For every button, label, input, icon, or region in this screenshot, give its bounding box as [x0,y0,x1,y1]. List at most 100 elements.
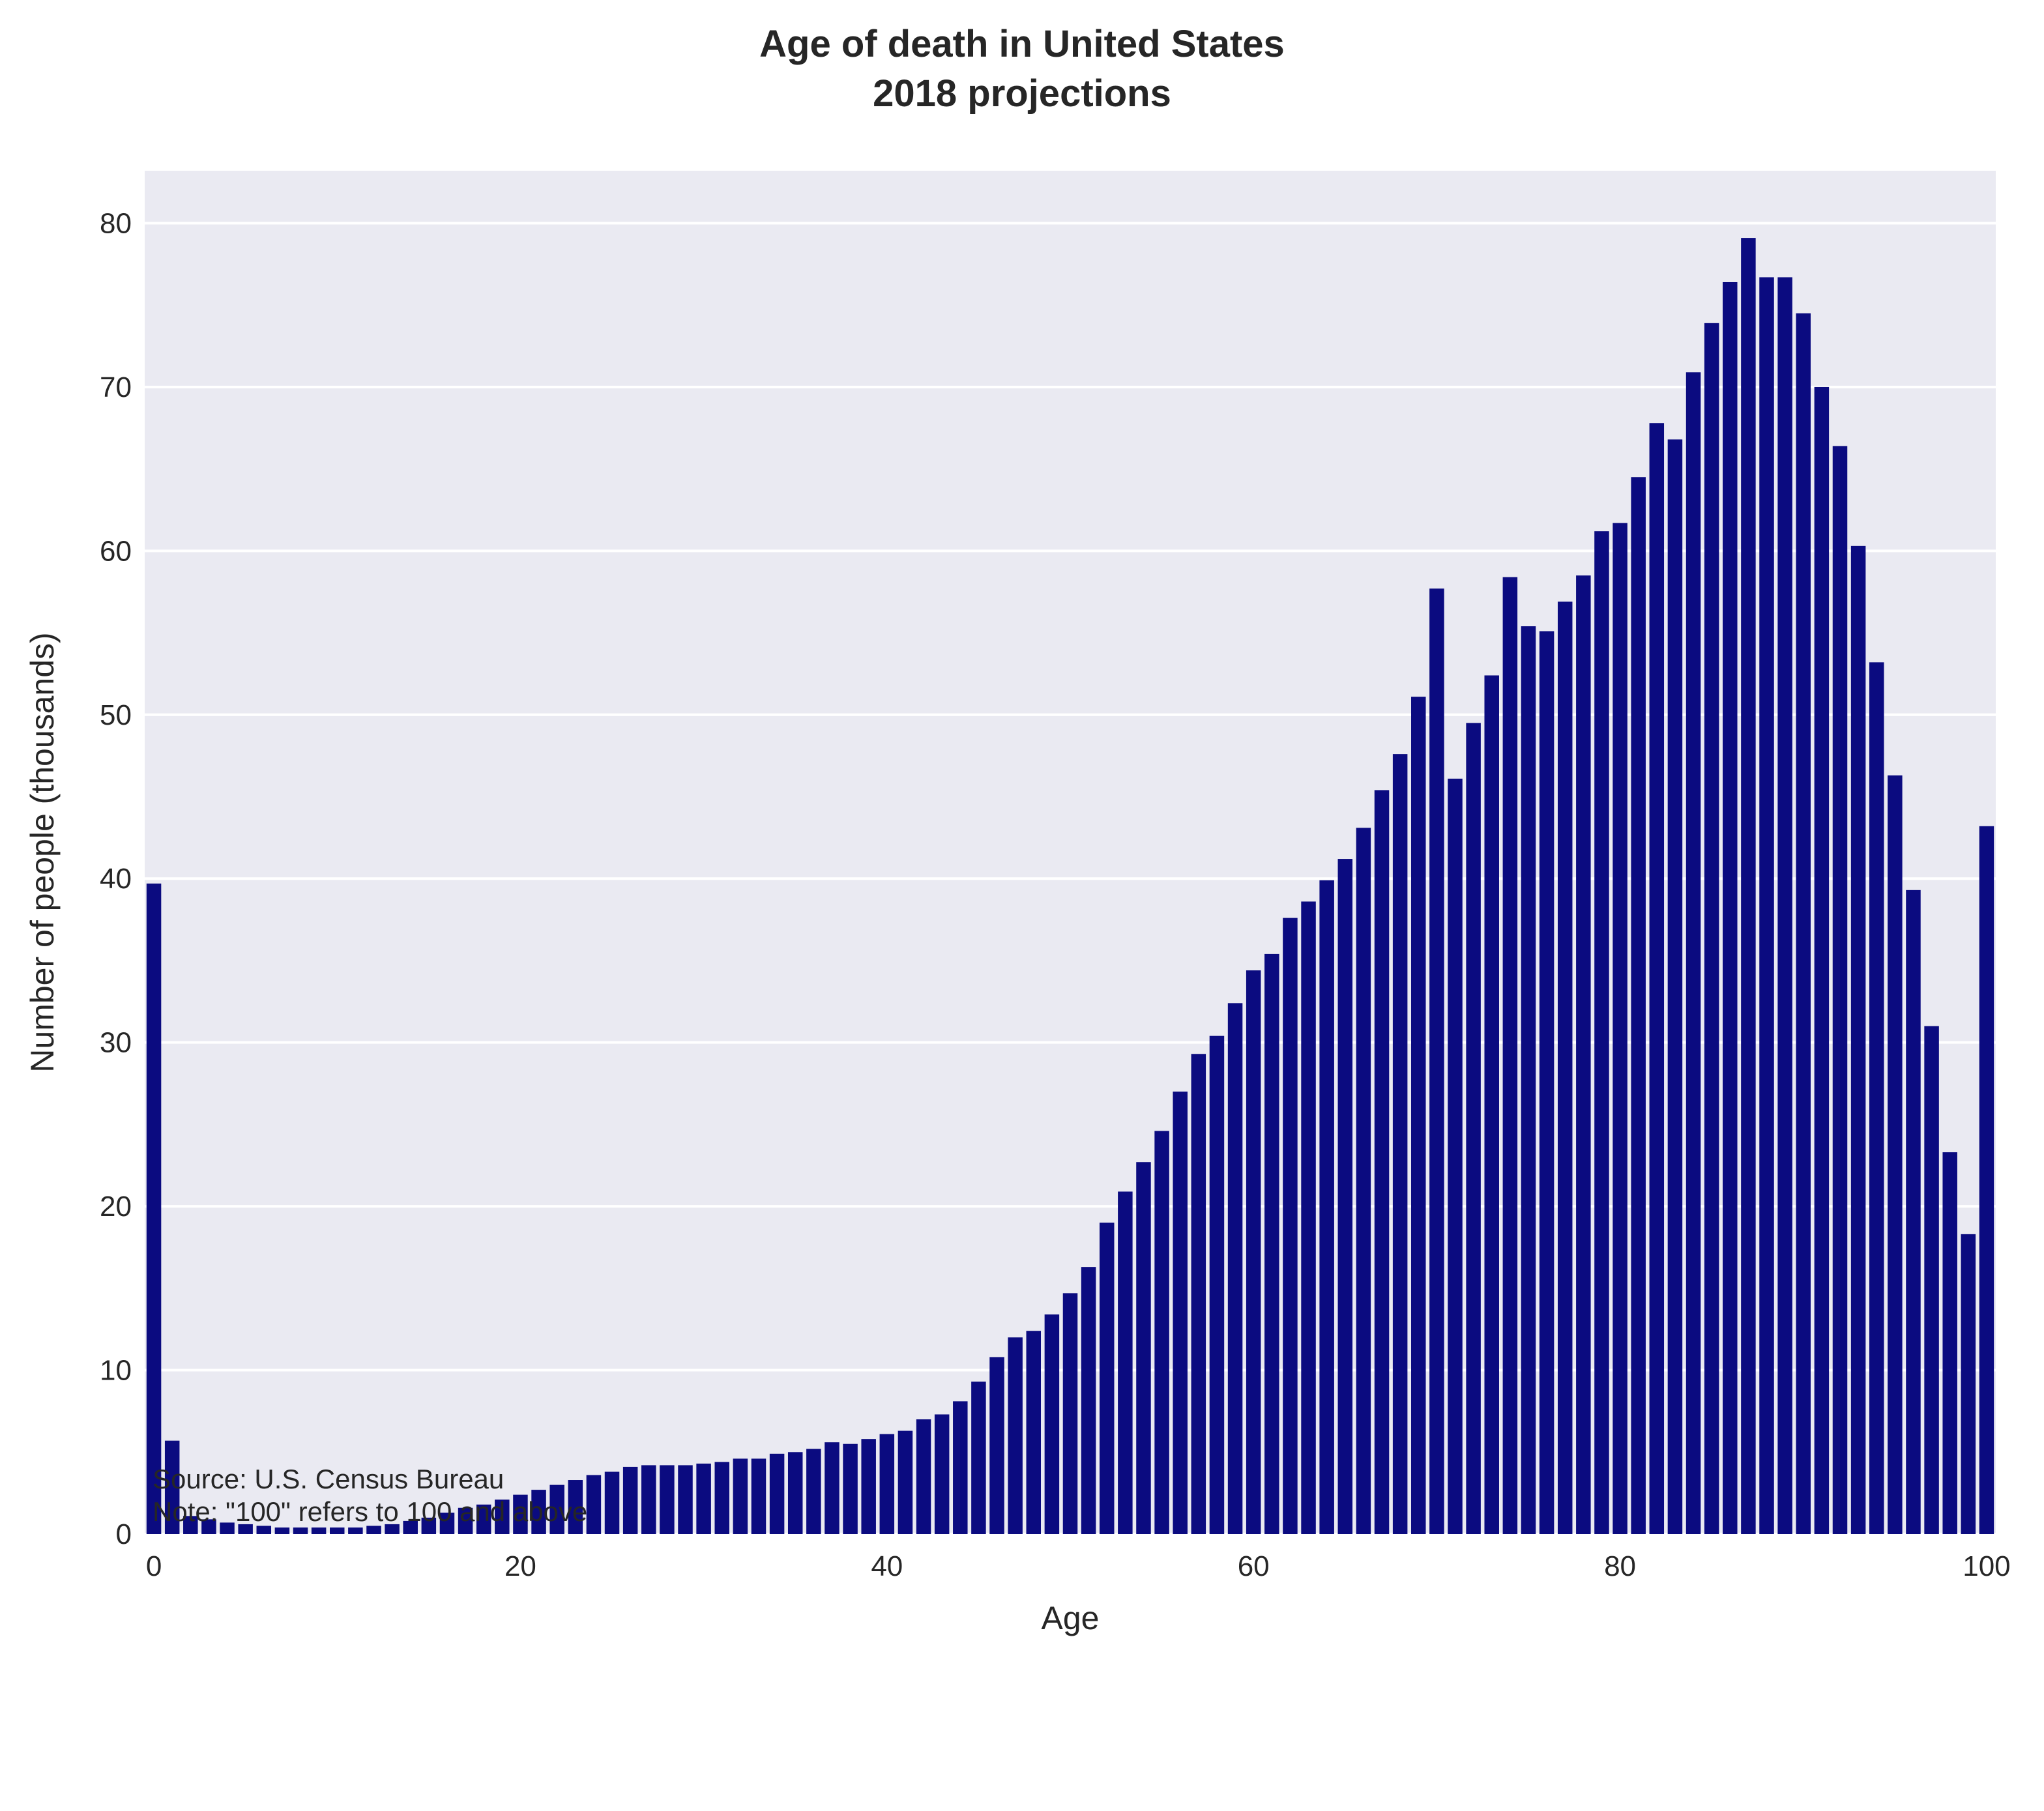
bar-age-27 [641,1465,656,1534]
bar-age-23 [568,1480,583,1534]
y-tick-label: 50 [100,699,132,731]
y-tick-label: 0 [116,1518,132,1550]
bar-age-4 [220,1522,235,1534]
bar-age-29 [678,1465,693,1534]
bar-age-63 [1301,901,1316,1534]
footnote: Note: "100" refers to 100 and above [153,1496,588,1527]
bar-age-8 [293,1527,308,1534]
bar-age-55 [1154,1131,1169,1534]
bars [146,238,1994,1535]
bar-age-19 [495,1500,510,1534]
bar-age-65 [1337,859,1353,1534]
bar-age-0 [146,883,162,1534]
bar-age-89 [1777,277,1792,1534]
bar-age-45 [971,1382,986,1534]
bar-age-86 [1723,282,1738,1535]
bar-age-60 [1246,970,1261,1534]
y-tick-label: 20 [100,1191,132,1223]
bar-age-59 [1227,1003,1243,1534]
bar-age-18 [476,1504,491,1534]
x-tick-label: 20 [504,1550,536,1582]
x-tick-label: 80 [1604,1550,1636,1582]
bar-age-78 [1576,575,1591,1534]
bar-age-100 [1979,826,1994,1534]
y-tick-label: 60 [100,535,132,567]
bar-age-35 [787,1452,803,1534]
bar-age-51 [1081,1267,1096,1534]
bar-age-83 [1667,439,1683,1534]
bar-age-37 [825,1442,840,1534]
bar-age-79 [1594,531,1609,1534]
x-axis-label: Age [1042,1600,1100,1636]
bar-age-67 [1374,790,1390,1534]
bar-age-1 [164,1440,180,1534]
bar-age-95 [1888,775,1903,1534]
bar-age-44 [953,1401,968,1534]
bar-age-48 [1026,1331,1042,1534]
bar-age-22 [549,1485,564,1534]
bar-age-50 [1062,1293,1078,1534]
x-tick-label: 0 [146,1550,162,1582]
bar-age-77 [1557,601,1573,1535]
bar-age-21 [531,1490,546,1534]
bar-age-88 [1759,277,1774,1534]
bar-age-76 [1539,631,1555,1534]
bar-age-5 [238,1524,253,1534]
bar-age-42 [916,1419,931,1534]
bar-age-39 [861,1439,876,1534]
source-note: Source: U.S. Census Bureau [153,1464,504,1494]
bar-age-13 [385,1524,400,1534]
bar-age-38 [843,1443,858,1534]
bar-age-94 [1869,662,1884,1534]
bar-age-14 [403,1520,418,1534]
bar-age-58 [1209,1036,1225,1534]
bar-age-75 [1521,626,1536,1534]
bar-age-12 [366,1526,381,1534]
bar-age-15 [421,1517,437,1534]
y-axis-label: Number of people (thousands) [24,632,61,1072]
bar-age-33 [751,1458,766,1534]
bar-age-34 [769,1453,785,1534]
bar-age-97 [1924,1026,1939,1534]
bar-age-66 [1356,828,1371,1534]
y-tick-label: 80 [100,207,132,239]
bar-age-70 [1429,588,1444,1534]
bar-age-40 [879,1434,895,1534]
bar-age-85 [1704,323,1719,1535]
bar-age-6 [256,1526,272,1534]
bar-age-71 [1448,778,1463,1534]
bar-age-93 [1850,545,1866,1534]
bar-age-73 [1484,675,1499,1534]
bar-age-56 [1173,1092,1188,1534]
bar-age-2 [183,1516,198,1534]
bar-age-90 [1796,313,1811,1534]
bar-age-99 [1961,1234,1976,1534]
chart-title: Age of death in United States [759,23,1285,65]
bar-age-62 [1283,918,1298,1534]
bar-age-3 [201,1519,216,1534]
x-tick-label: 40 [871,1550,903,1582]
bar-age-82 [1649,423,1665,1534]
bar-age-36 [806,1449,821,1534]
bar-age-32 [733,1458,748,1534]
tick-labels: 0 10 20 30 40 50 60 70 80 0 20 40 60 80 100 [100,207,2011,1582]
bar-age-84 [1686,372,1701,1534]
bar-age-24 [586,1475,602,1534]
bar-age-25 [604,1471,620,1534]
bar-age-68 [1392,754,1408,1534]
bar-age-28 [660,1465,675,1534]
bar-age-49 [1044,1314,1060,1534]
bar-age-47 [1008,1337,1023,1534]
bar-age-52 [1099,1223,1115,1534]
bar-age-74 [1502,577,1518,1534]
bar-age-96 [1906,890,1921,1534]
bar-age-16 [439,1513,455,1534]
bar-age-31 [714,1462,729,1534]
bar-age-53 [1118,1191,1133,1534]
bar-age-87 [1741,238,1756,1535]
bar-age-80 [1613,523,1628,1534]
bar-age-61 [1264,953,1279,1534]
bar-age-46 [989,1357,1004,1534]
